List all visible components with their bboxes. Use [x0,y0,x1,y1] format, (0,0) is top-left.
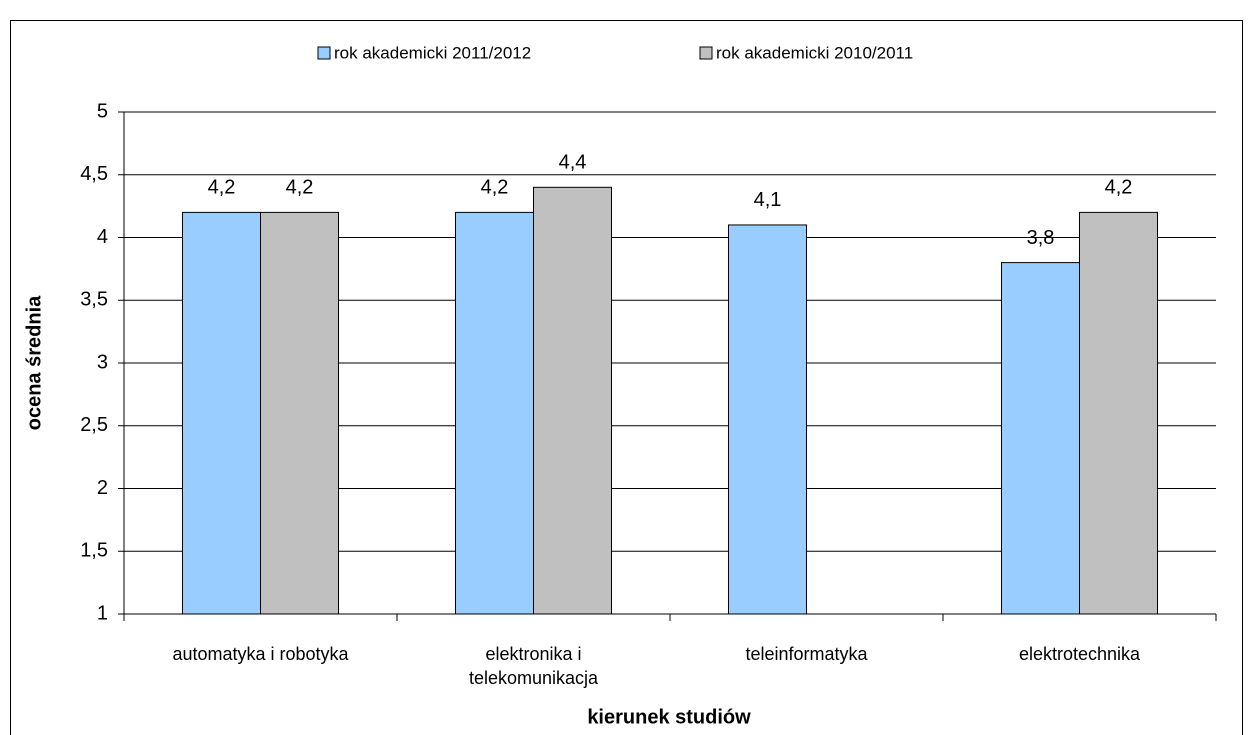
value-label: 3,8 [1027,227,1055,249]
x-tick-label: elektrotechnika [1018,644,1141,664]
x-tick-label: teleinformatyka [745,644,868,664]
x-axis-title: kierunek studiów [587,706,751,728]
legend-label: rok akademicki 2011/2012 [334,43,531,62]
legend-label: rok akademicki 2010/2011 [716,43,913,62]
value-label: 4,4 [559,152,587,174]
value-label: 4,2 [481,177,509,199]
value-label: 4,2 [1105,177,1133,199]
bar [182,211,261,615]
value-label: 4,2 [208,177,236,199]
bar [728,224,807,615]
y-tick-label: 1 [97,602,108,624]
y-tick-label: 4,5 [80,163,108,185]
x-tick-label: automatyka i robotyka [172,644,349,664]
y-tick-label: 3,5 [80,289,108,311]
bar [260,211,339,615]
bar [1001,262,1080,615]
y-axis-title: ocena średnia [23,295,45,430]
y-tick-label: 5 [97,100,108,122]
x-tick-label: elektronika i telekomunikacja [468,644,599,688]
value-label: 4,2 [286,177,314,199]
y-tick-label: 3 [97,351,108,373]
y-tick-label: 4 [97,226,108,248]
bar [455,211,534,615]
legend-swatch [317,46,331,60]
bar [533,186,612,615]
y-tick-label: 1,5 [80,540,108,562]
y-tick-label: 2,5 [80,414,108,436]
legend-swatch [699,46,713,60]
value-label: 4,1 [754,189,782,211]
y-tick-label: 2 [97,477,108,499]
bar [1079,211,1158,615]
